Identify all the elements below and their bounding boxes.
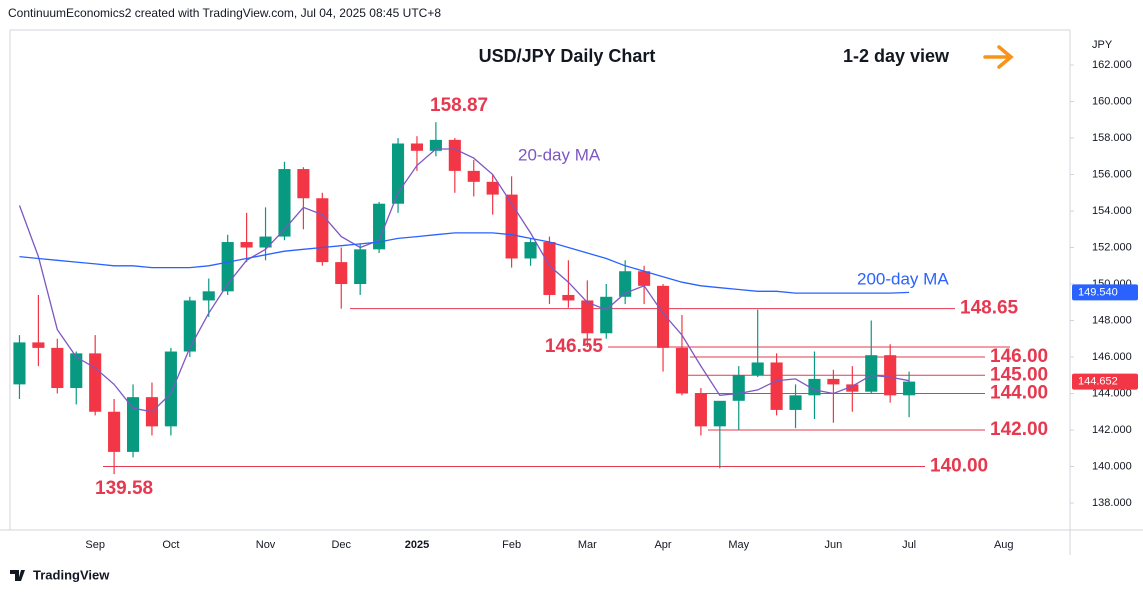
candle-body: [51, 347, 64, 389]
candle-body: [808, 378, 821, 396]
y-tick-label: 140.000: [1092, 460, 1132, 472]
chart-subtitle: 1-2 day view: [843, 46, 950, 66]
x-tick-label: Nov: [256, 539, 276, 551]
candle-body: [486, 181, 499, 195]
chart-title: USD/JPY Daily Chart: [479, 46, 656, 66]
level-label: 146.55: [545, 336, 604, 357]
candle-body: [183, 300, 196, 352]
tradingview-logo: [10, 570, 25, 581]
price-marker-label: 144.652: [1078, 376, 1118, 388]
candle-body: [751, 362, 764, 376]
candle-body: [221, 242, 234, 292]
x-tick-label: Apr: [654, 539, 671, 551]
y-tick-label: 146.000: [1092, 351, 1132, 363]
candle-body: [505, 194, 518, 259]
price-marker-label: 149.540: [1078, 286, 1118, 298]
y-axis-label: JPY: [1092, 39, 1113, 51]
candles: [13, 122, 916, 475]
candle-body: [467, 170, 480, 182]
x-tick-label: Aug: [994, 539, 1014, 551]
level-label: 140.00: [930, 456, 988, 477]
y-tick-label: 138.000: [1092, 497, 1132, 509]
candle-body: [240, 242, 253, 248]
moving-average-line: [19, 232, 910, 294]
candle-body: [202, 291, 215, 301]
candle-body: [865, 355, 878, 392]
candle-body: [126, 397, 140, 452]
candle-body: [70, 353, 83, 389]
y-tick-label: 154.000: [1092, 205, 1132, 217]
candle-body: [638, 271, 651, 286]
moving-average-line: [18, 148, 910, 413]
candle-body: [619, 271, 632, 297]
y-tick-label: 156.000: [1092, 168, 1132, 180]
candle-body: [694, 393, 707, 427]
level-label: 145.00: [990, 364, 1048, 385]
candle-body: [297, 169, 310, 199]
candle-body: [903, 381, 916, 396]
extreme-label: 139.58: [95, 478, 153, 499]
x-tick-label: May: [728, 539, 749, 551]
candle-body: [770, 362, 783, 410]
y-tick-label: 142.000: [1092, 424, 1132, 436]
arrow-icon: [983, 45, 1014, 69]
candle-body: [448, 139, 461, 171]
x-tick-label: Mar: [578, 539, 597, 551]
candle-body: [354, 249, 367, 285]
x-tick-label: Sep: [85, 539, 105, 551]
candle-body: [562, 294, 575, 301]
candle-body: [524, 242, 537, 259]
candle-body: [278, 169, 291, 237]
header: ContinuumEconomics2 created with Trading…: [8, 6, 441, 20]
level-label: 144.00: [990, 383, 1048, 404]
y-tick-label: 152.000: [1092, 241, 1132, 253]
x-tick-label: Feb: [502, 539, 521, 551]
y-tick-label: 158.000: [1092, 132, 1132, 144]
candle-body: [884, 355, 897, 396]
candle-body: [543, 242, 556, 295]
candle-body: [713, 400, 726, 427]
extreme-label: 158.87: [430, 95, 488, 116]
price-marker: [1072, 373, 1138, 390]
candle-body: [316, 198, 329, 263]
candle-body: [656, 285, 670, 348]
y-tick-label: 160.000: [1092, 95, 1132, 107]
footer: TradingView: [33, 567, 110, 582]
level-label: 146.00: [990, 346, 1048, 367]
candle-body: [789, 395, 802, 410]
y-tick-label: 148.000: [1092, 314, 1132, 326]
candle-body: [335, 262, 348, 285]
series-label: 200-day MA: [857, 269, 949, 288]
y-tick-label: 144.000: [1092, 387, 1132, 399]
candle-body: [391, 143, 405, 204]
candle-body: [846, 384, 859, 392]
x-tick-label: 2025: [405, 539, 429, 551]
x-tick-label: Dec: [331, 539, 351, 551]
level-label: 142.00: [990, 419, 1048, 440]
candle-body: [13, 342, 26, 385]
y-tick-label: 162.000: [1092, 59, 1132, 71]
x-tick-label: Oct: [162, 539, 179, 551]
candle-body: [827, 378, 840, 385]
x-tick-label: Jul: [902, 539, 916, 551]
x-tick-label: Jun: [825, 539, 843, 551]
candle-body: [600, 296, 613, 334]
level-label: 148.65: [960, 298, 1019, 319]
candle-body: [32, 342, 45, 348]
candle-body: [675, 347, 689, 394]
candle-body: [429, 139, 442, 151]
candle-body: [581, 300, 594, 334]
series-label: 20-day MA: [518, 145, 601, 164]
candle-body: [164, 351, 177, 427]
candle-body: [108, 411, 121, 452]
candle-body: [732, 375, 745, 401]
price-marker: [1072, 284, 1138, 301]
candle-body: [410, 143, 424, 151]
candle-body: [373, 203, 386, 250]
candle-body: [259, 236, 272, 248]
candle-body: [89, 353, 102, 412]
